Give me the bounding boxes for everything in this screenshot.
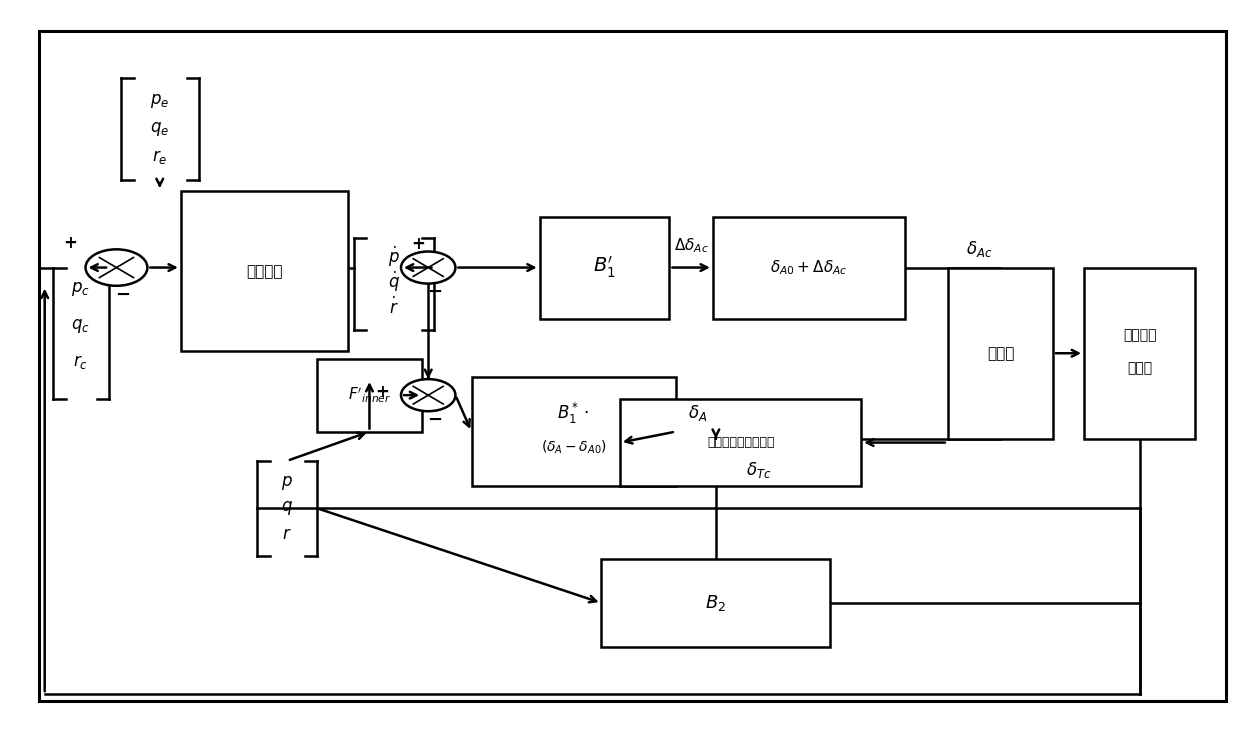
Text: $\delta_A$: $\delta_A$ (688, 403, 708, 423)
Text: −: − (115, 285, 130, 304)
FancyBboxPatch shape (181, 191, 347, 351)
Text: $(\delta_A-\delta_{A0})$: $(\delta_A-\delta_{A0})$ (541, 439, 606, 456)
Text: $\dot{q}$: $\dot{q}$ (388, 270, 399, 294)
Text: $F'_{inner}$: $F'_{inner}$ (347, 386, 391, 405)
Text: $B_1'$: $B_1'$ (593, 255, 616, 280)
Text: $q_c$: $q_c$ (71, 317, 91, 335)
Text: $q$: $q$ (281, 499, 293, 518)
Text: $B_2$: $B_2$ (706, 593, 727, 613)
Text: $r_e$: $r_e$ (153, 148, 167, 165)
FancyBboxPatch shape (601, 559, 831, 647)
Circle shape (401, 379, 455, 411)
Text: 空气动力学控制模型: 空气动力学控制模型 (707, 436, 774, 449)
Circle shape (86, 250, 148, 285)
Text: −: − (427, 411, 441, 429)
Text: $\Delta\delta_{Ac}$: $\Delta\delta_{Ac}$ (673, 236, 708, 255)
FancyBboxPatch shape (317, 359, 422, 432)
Text: $r$: $r$ (283, 525, 293, 542)
Text: $r_c$: $r_c$ (73, 354, 88, 371)
Text: $B_1^*\cdot$: $B_1^*\cdot$ (558, 401, 590, 426)
Text: −: − (427, 283, 441, 302)
Circle shape (401, 252, 455, 283)
FancyBboxPatch shape (1084, 268, 1195, 439)
Text: $\delta_{A0}+\Delta\delta_{Ac}$: $\delta_{A0}+\Delta\delta_{Ac}$ (770, 258, 847, 277)
Text: +: + (412, 235, 425, 253)
Text: +: + (63, 234, 78, 253)
Text: +: + (376, 383, 389, 400)
Text: 期望动态: 期望动态 (246, 264, 283, 279)
FancyBboxPatch shape (947, 268, 1053, 439)
FancyBboxPatch shape (471, 377, 676, 486)
Text: 飞行器机: 飞行器机 (1123, 328, 1157, 342)
Text: $\delta_{Ac}$: $\delta_{Ac}$ (966, 239, 992, 259)
Text: $q_e$: $q_e$ (150, 120, 170, 138)
Text: $p$: $p$ (281, 474, 293, 492)
Text: $\dot{p}$: $\dot{p}$ (388, 244, 399, 269)
Text: 控制器: 控制器 (987, 346, 1014, 361)
FancyBboxPatch shape (713, 217, 904, 318)
Text: $\dot{r}$: $\dot{r}$ (388, 297, 398, 318)
Text: $p_c$: $p_c$ (71, 280, 91, 299)
Text: 身动态: 身动态 (1127, 361, 1152, 375)
FancyBboxPatch shape (539, 217, 670, 318)
Text: $p_e$: $p_e$ (150, 92, 170, 111)
Text: $\delta_{Tc}$: $\delta_{Tc}$ (746, 460, 773, 480)
FancyBboxPatch shape (620, 399, 862, 486)
